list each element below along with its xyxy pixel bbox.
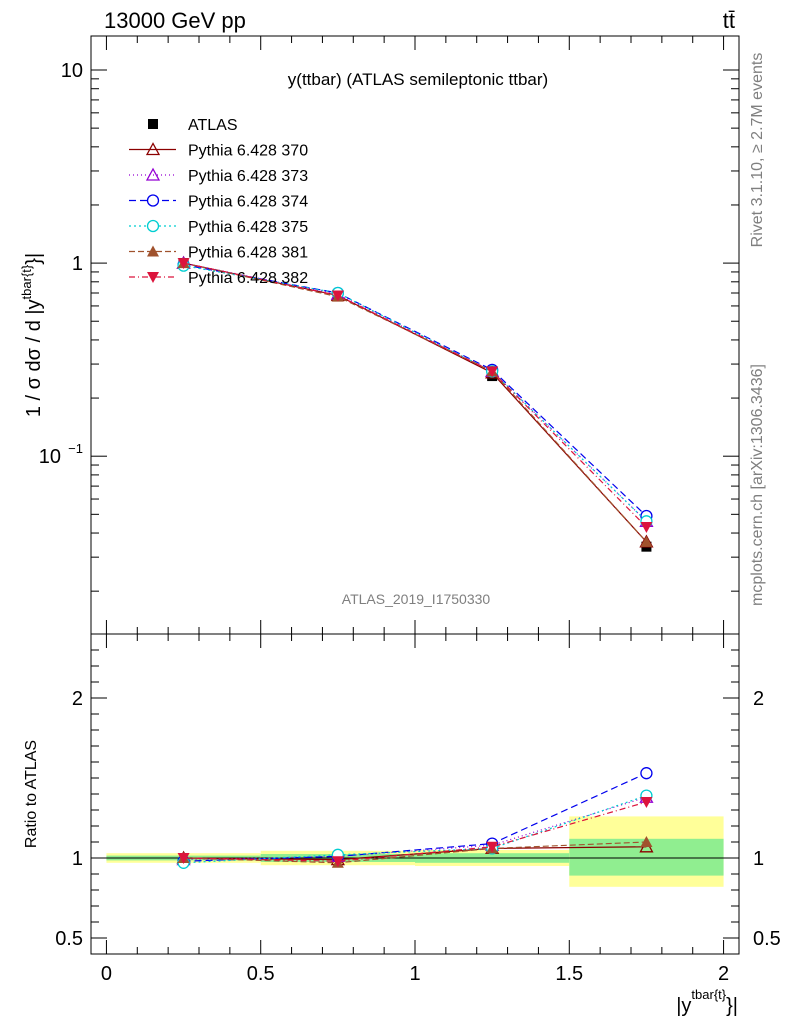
main-series-2 <box>176 255 654 527</box>
ratio-y-tick-label: 2 <box>72 688 83 710</box>
main-series-line <box>183 262 647 528</box>
legend-marker <box>145 142 161 156</box>
ratio-data-point <box>640 767 653 780</box>
legend-label: ATLAS <box>188 117 238 134</box>
ratio-y-tick-label-right: 2 <box>753 688 764 710</box>
legend-entry: ATLAS <box>148 117 238 134</box>
legend-marker <box>147 272 159 283</box>
legend-entry: Pythia 6.428 382 <box>129 270 308 287</box>
main-plot-title: y(ttbar) (ATLAS semileptonic ttbar) <box>288 70 548 89</box>
main-series-4 <box>177 259 653 528</box>
legend-marker <box>146 219 160 233</box>
ratio-series-group <box>176 767 654 869</box>
ratio-y-axis-label: Ratio to ATLAS <box>23 740 40 848</box>
legend-label: Pythia 6.428 374 <box>188 194 308 211</box>
main-series-group <box>176 255 654 552</box>
ratio-y-tick-label-right: 1 <box>753 848 764 870</box>
legend-label: Pythia 6.428 382 <box>188 270 308 287</box>
main-data-point <box>486 366 499 378</box>
legend-label: Pythia 6.428 370 <box>188 143 308 160</box>
ratio-data-point <box>331 856 344 868</box>
main-plot-panel: 10 1 10 −1 y(ttbar) (ATLAS semileptonic ttb… <box>19 35 740 635</box>
main-axis-ticks: 10 1 10 −1 <box>39 36 739 634</box>
x-tick-label: 0.5 <box>247 963 275 985</box>
x-label-sup: tbar{t} <box>691 987 726 1002</box>
legend-entry: Pythia 6.428 370 <box>129 142 308 160</box>
main-series-line <box>183 262 647 543</box>
legend-label: Pythia 6.428 381 <box>188 245 308 262</box>
main-data-point <box>640 521 653 533</box>
legend-label: Pythia 6.428 373 <box>188 168 308 185</box>
main-data-point <box>177 258 190 270</box>
main-series-0 <box>178 258 652 552</box>
main-y-label-main: 1 / σ dσ / d |y <box>23 299 45 417</box>
rivet-version-label: Rivet 3.1.10, ≥ 2.7M events <box>749 53 766 248</box>
x-tick-label: 1 <box>409 963 420 985</box>
x-tick-label: 1.5 <box>555 963 583 985</box>
legend-marker <box>147 245 159 257</box>
main-series-6 <box>177 258 653 533</box>
main-y-tick-exponent: −1 <box>68 441 83 456</box>
main-y-label-tail: }| <box>23 253 45 265</box>
x-label-tail: }| <box>726 995 738 1017</box>
legend-entry: Pythia 6.428 374 <box>129 194 308 211</box>
main-series-3 <box>177 258 653 523</box>
legend-entry: Pythia 6.428 375 <box>129 219 308 236</box>
main-series-line <box>183 265 647 522</box>
ratio-data-point <box>486 841 499 853</box>
legend-marker <box>148 119 158 129</box>
ratio-data-point <box>640 797 653 808</box>
source-label: mcplots.cern.ch [arXiv:1306.3436] <box>749 364 766 606</box>
process-label: tt̄ <box>723 8 735 33</box>
analysis-watermark: ATLAS_2019_I1750330 <box>342 591 491 607</box>
legend-label: Pythia 6.428 375 <box>188 219 308 236</box>
main-data-point <box>640 535 653 547</box>
main-series-5 <box>177 257 653 547</box>
x-axis-label: |ytbar{t}}| <box>676 987 738 1017</box>
legend-marker <box>145 167 161 181</box>
ratio-series-line <box>183 795 647 864</box>
svg-text:1 / σ dσ / d |ytbar{t}}|: 1 / σ dσ / d |ytbar{t}}| <box>19 253 45 417</box>
x-tick-label: 0 <box>101 963 112 985</box>
ratio-y-tick-label-right: 0.5 <box>753 928 781 950</box>
ratio-series-line <box>183 772 647 862</box>
main-y-label-sup: tbar{t} <box>19 264 34 299</box>
legend-entry: Pythia 6.428 381 <box>129 245 308 262</box>
legend-entry: Pythia 6.428 373 <box>129 167 308 185</box>
ratio-plot-panel: 0.5 0.5 1 1 2 2 0 0.5 1 1.5 2 Ratio to ATLAS |ytba… <box>23 633 781 1017</box>
ratio-data-point <box>177 853 190 864</box>
main-y-tick-label: 10 <box>39 446 61 468</box>
ratio-series-5 <box>177 797 653 868</box>
ratio-axis-ticks: 0.5 0.5 1 1 2 2 0 0.5 1 1.5 2 <box>55 634 781 985</box>
main-y-tick-label: 1 <box>72 253 83 275</box>
main-y-tick-label: 10 <box>61 60 83 82</box>
ratio-data-point <box>640 836 653 847</box>
ratio-plot-frame <box>90 633 740 955</box>
main-data-point <box>331 290 344 302</box>
ratio-y-tick-label: 0.5 <box>55 928 83 950</box>
main-series-line <box>183 264 647 517</box>
main-series-line <box>183 262 647 522</box>
ratio-y-tick-label: 1 <box>72 848 83 870</box>
x-tick-label: 2 <box>718 963 729 985</box>
x-label-main: |y <box>676 995 691 1017</box>
energy-label: 13000 GeV pp <box>104 8 246 33</box>
legend-marker <box>146 194 160 207</box>
legend: ATLAS Pythia 6.428 370 Pythia 6.428 373 Pyt… <box>129 117 308 287</box>
main-series-1 <box>176 255 654 548</box>
main-y-axis-label: 1 / σ dσ / d |ytbar{t}}| <box>19 253 45 417</box>
main-series-line <box>183 262 647 543</box>
ratio-series-line <box>183 841 647 864</box>
